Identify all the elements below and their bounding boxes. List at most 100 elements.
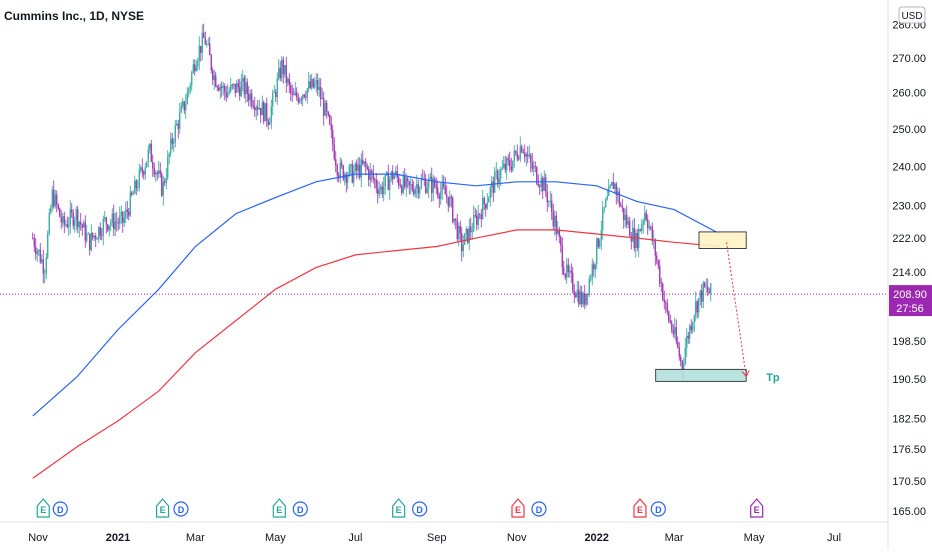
candle-body xyxy=(353,171,355,183)
candle-body xyxy=(272,92,274,107)
candle-body xyxy=(639,229,641,231)
candle-body xyxy=(441,183,443,192)
candle-body xyxy=(452,198,454,222)
dividend-marker-shape xyxy=(412,501,428,517)
candle-body xyxy=(536,167,538,184)
candle-body xyxy=(590,278,592,280)
candle-body xyxy=(296,91,298,97)
candle-body xyxy=(131,192,133,195)
candle-body xyxy=(159,170,161,174)
candle-body xyxy=(113,213,115,230)
earnings-marker-shape xyxy=(272,498,286,518)
candle-body xyxy=(519,146,521,160)
candle-body xyxy=(141,167,143,172)
candle-body xyxy=(111,213,113,223)
candle-body xyxy=(684,348,686,364)
candle-body xyxy=(243,77,245,95)
candle-body xyxy=(390,171,392,180)
candle-body xyxy=(413,190,415,195)
y-tick-label: 230.00 xyxy=(892,201,926,213)
candle-body xyxy=(516,152,518,159)
candle-body xyxy=(495,171,497,173)
candle-body xyxy=(123,217,125,223)
candle-body xyxy=(156,172,158,174)
candle-body xyxy=(291,92,293,95)
candle-body xyxy=(260,107,262,116)
candle-body xyxy=(470,226,472,233)
candle-body xyxy=(662,283,664,300)
currency-label[interactable]: USD xyxy=(901,11,922,22)
candle-body xyxy=(623,207,625,221)
candle-body xyxy=(558,230,560,237)
candle-body xyxy=(47,233,49,258)
candle-body xyxy=(138,169,140,188)
candle-body xyxy=(624,214,626,221)
candle-body xyxy=(83,222,85,228)
candle-body xyxy=(108,225,110,231)
candle-body xyxy=(306,88,308,98)
candle-body xyxy=(675,327,677,342)
currency-button-box[interactable] xyxy=(898,6,926,24)
candle-body xyxy=(45,257,47,274)
candle-body xyxy=(257,107,259,110)
candle-body xyxy=(384,175,386,187)
candle-body xyxy=(275,92,277,97)
candle-body xyxy=(317,80,319,90)
event-marker-label: D xyxy=(297,505,304,515)
candle-body xyxy=(698,298,700,313)
currency-button[interactable]: USD xyxy=(898,6,926,24)
candle-body xyxy=(635,233,637,249)
candle-body xyxy=(671,322,673,330)
candle-body xyxy=(504,163,506,171)
candle-body xyxy=(162,181,164,196)
candle-body xyxy=(342,165,344,180)
candle-body xyxy=(642,221,644,225)
candle-body xyxy=(273,92,275,93)
candle-body xyxy=(191,72,193,85)
candle-body xyxy=(278,67,280,79)
candle-body xyxy=(594,263,596,270)
candle-body xyxy=(500,169,502,179)
candle-body xyxy=(294,91,296,95)
candle-body xyxy=(647,219,649,229)
candle-body xyxy=(324,102,326,116)
candle-body xyxy=(704,282,706,287)
candle-body xyxy=(173,141,175,144)
candle-body xyxy=(431,176,433,193)
candle-body xyxy=(50,207,52,213)
candle-body xyxy=(492,181,494,193)
candle-body xyxy=(198,45,200,62)
zones xyxy=(655,231,750,382)
candle-body xyxy=(36,251,38,255)
candle-body xyxy=(393,175,395,180)
candle-body xyxy=(392,171,394,180)
candle-body xyxy=(665,302,667,304)
event-marker-label: E xyxy=(276,505,282,515)
candle-body xyxy=(464,233,466,245)
candle-body xyxy=(551,200,553,212)
candle-body xyxy=(680,356,682,362)
candle-body xyxy=(369,170,371,180)
candle-body xyxy=(528,155,530,157)
candle-body xyxy=(234,83,236,93)
candle-body xyxy=(354,163,356,172)
candle-body xyxy=(206,43,208,45)
earnings-marker-shape xyxy=(511,498,525,518)
candle-body xyxy=(276,78,278,97)
candle-body xyxy=(705,286,707,288)
candle-body xyxy=(104,217,106,219)
candle-body xyxy=(434,178,436,187)
candle-body xyxy=(581,291,583,305)
candle-body xyxy=(326,102,328,112)
candle-body xyxy=(69,209,71,225)
candle-body xyxy=(251,93,253,106)
candle-body xyxy=(476,215,478,225)
event-marker-label: E xyxy=(40,505,46,515)
candle-body xyxy=(521,146,523,152)
candle-body xyxy=(512,160,514,171)
candle-body xyxy=(402,175,404,193)
candle-body xyxy=(311,79,313,88)
candle-body xyxy=(686,335,688,349)
